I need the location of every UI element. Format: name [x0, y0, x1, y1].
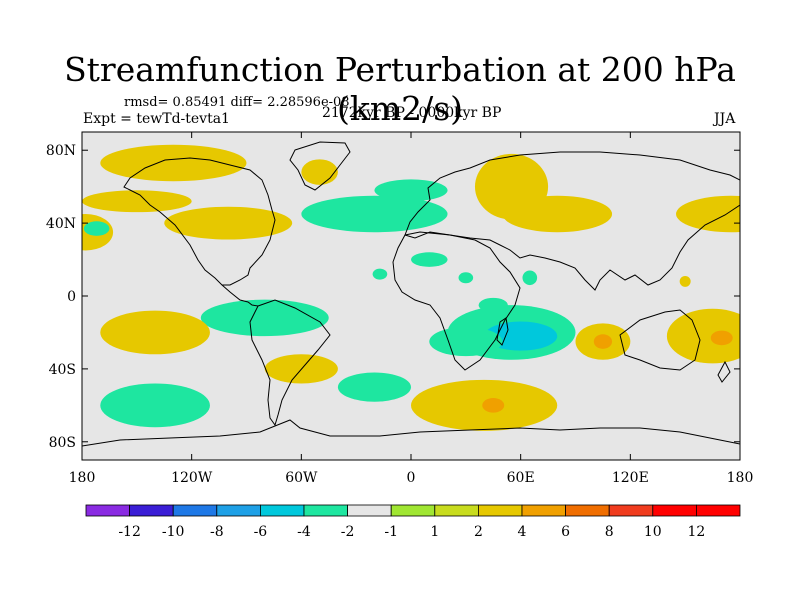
colorbar-box — [303, 504, 348, 517]
x-tick-label: 0 — [407, 470, 416, 486]
colorbar-box — [521, 504, 566, 517]
coast-madagascar — [496, 317, 509, 346]
colorbar-label: -2 — [341, 524, 355, 540]
contour-region-2 — [82, 190, 192, 213]
coastlines — [82, 141, 740, 447]
contour-region-24 — [666, 308, 740, 364]
coast-australia — [619, 309, 701, 371]
colorbar-label: 1 — [430, 524, 439, 540]
contour-region-30 — [482, 398, 505, 413]
contour-region-10 — [676, 195, 740, 233]
coast-north-america — [123, 157, 276, 286]
contour-region-16 — [200, 299, 329, 337]
colorbar-label: -1 — [384, 524, 398, 540]
axes: 180 120W 60W 0 60E 120E 180 80N 40N 0 40S 80S — [46, 132, 753, 486]
y-tick-label: 0 — [67, 289, 76, 305]
contour-region-9 — [502, 195, 613, 233]
colorbar-box — [652, 504, 697, 517]
y-tick-label: 80N — [46, 143, 76, 159]
colorbar-box — [129, 504, 174, 517]
contour-region-28 — [100, 383, 210, 428]
contour-region-13 — [522, 270, 538, 286]
contour-region-12 — [372, 268, 388, 280]
colorbar-box — [696, 504, 741, 517]
contour-region-4 — [83, 221, 110, 236]
colorbar-box — [85, 504, 130, 517]
contour-region-6 — [301, 195, 448, 233]
x-tick-label: 120E — [612, 470, 649, 486]
colorbar-label: -8 — [210, 524, 224, 540]
contour-region-27 — [337, 372, 412, 402]
contour-region-15 — [679, 275, 691, 287]
colorbar-label: -12 — [118, 524, 141, 540]
y-tick-label: 80S — [49, 435, 76, 451]
coast-europe-asia — [404, 151, 740, 291]
colorbar-label: 10 — [644, 524, 662, 540]
colorbar-label: -4 — [297, 524, 311, 540]
coast-central-america — [221, 284, 259, 307]
contour-region-25 — [710, 330, 733, 346]
chart-title: Streamfunction Perturbation at 200 hPa (… — [64, 50, 736, 128]
contour-region-20 — [429, 326, 503, 357]
x-tick-label: 120W — [171, 470, 213, 486]
rmsd-stats: rmsd= 0.85491 diff= 2.28596e-08 — [124, 95, 350, 110]
colorbar-label: 4 — [518, 524, 527, 540]
colorbar-box — [347, 504, 392, 517]
colorbar-box — [434, 504, 479, 517]
coast-new-zealand — [717, 360, 731, 383]
colorbar-box — [172, 504, 218, 517]
contour-region-11 — [411, 252, 448, 267]
experiment-label: Expt = tewTd-tevta1 — [83, 111, 230, 127]
contour-region-17 — [100, 310, 210, 355]
coast-antarctica — [82, 419, 740, 447]
coast-greenland — [289, 141, 351, 191]
colorbar: -12 -10 -8 -6 -4 -2 -1 1 2 4 6 8 10 12 — [85, 504, 741, 540]
coast-south-america — [249, 299, 331, 427]
colorbar-box — [477, 504, 523, 517]
period-label: 2172kyr BP - 0000kyr BP — [322, 105, 502, 121]
colorbar-label: 2 — [474, 524, 483, 540]
colorbar-label: -10 — [162, 524, 185, 540]
y-tick-label: 40S — [49, 362, 76, 378]
x-tick-label: 60W — [285, 470, 318, 486]
contour-region-1 — [301, 159, 338, 185]
colorbar-label: 12 — [687, 524, 705, 540]
x-tick-label: 180 — [727, 470, 754, 486]
contour-region-21 — [478, 297, 508, 313]
season-label: JJA — [714, 111, 736, 127]
y-tick-label: 40N — [46, 216, 76, 232]
colorbar-box — [216, 504, 261, 517]
contour-region-14 — [458, 272, 474, 284]
colorbar-label: 8 — [605, 524, 614, 540]
contour-region-5 — [164, 206, 293, 240]
colorbar-label: -6 — [254, 524, 268, 540]
contour-regions — [82, 144, 740, 431]
x-tick-label: 60E — [507, 470, 535, 486]
colorbar-box — [390, 504, 436, 517]
contour-region-7 — [374, 179, 448, 202]
colorbar-label: 6 — [561, 524, 570, 540]
contour-region-0 — [100, 144, 247, 182]
colorbar-box — [259, 504, 305, 517]
colorbar-box — [565, 504, 610, 517]
coast-africa — [392, 231, 521, 371]
colorbar-box — [608, 504, 654, 517]
x-tick-label: 180 — [69, 470, 96, 486]
contour-region-23 — [593, 334, 613, 349]
